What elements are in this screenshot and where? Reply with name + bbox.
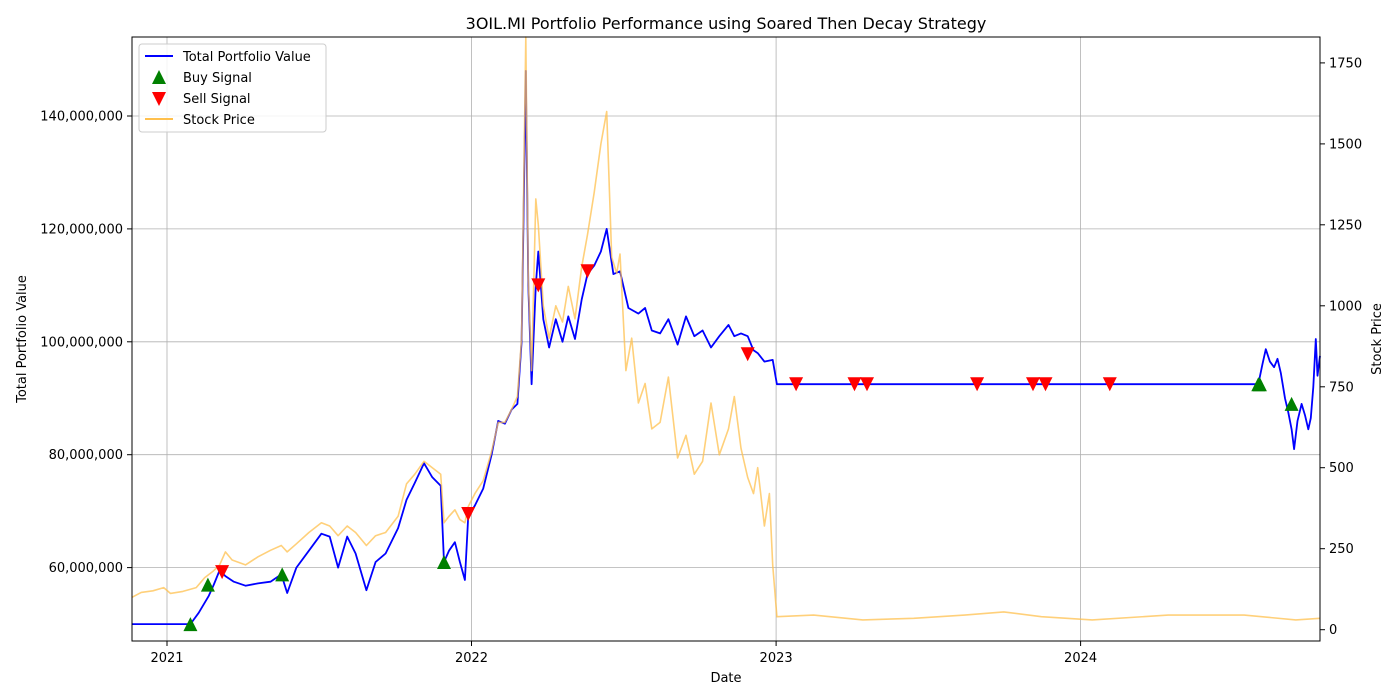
y-axis-right-title: Stock Price xyxy=(1370,303,1385,375)
legend: Total Portfolio Value Buy Signal Sell Si… xyxy=(138,43,327,133)
sell-signal-5 xyxy=(789,377,804,392)
sell-signal-2 xyxy=(531,278,546,293)
sell-signal-7 xyxy=(860,377,874,392)
y-axis-left-ticks: 60,000,000 80,000,000 100,000,000 120,000,0… xyxy=(40,110,132,576)
legend-swatch-buy xyxy=(152,70,166,84)
plot-frame xyxy=(131,36,1321,642)
series-layer xyxy=(131,36,1321,625)
y-right-tick-label-2: 500 xyxy=(1329,461,1354,476)
sell-signal-4 xyxy=(740,347,755,362)
legend-label-stock: Stock Price xyxy=(183,113,255,128)
legend-swatch-sell xyxy=(152,92,166,106)
series-line-portfolio xyxy=(132,70,1321,625)
grid xyxy=(132,37,1320,641)
sell-signal-0 xyxy=(215,565,230,580)
buy-signal-5 xyxy=(1252,377,1267,392)
x-tick-label-3: 2024 xyxy=(1064,651,1097,666)
x-axis-ticks: 2021 2022 2023 2024 xyxy=(150,641,1097,666)
sell-signal-9 xyxy=(1026,377,1040,392)
sell-signal-8 xyxy=(970,377,985,392)
y-axis-left-title: Total Portfolio Value xyxy=(15,275,30,404)
y-left-tick-label-3: 120,000,000 xyxy=(40,222,123,237)
y-left-tick-label-2: 100,000,000 xyxy=(40,335,123,350)
y-axis-right-ticks: 0 250 500 750 1000 1250 1500 1750 xyxy=(1320,56,1362,638)
sell-signal-11 xyxy=(1102,377,1117,392)
x-tick-label-0: 2021 xyxy=(150,651,183,666)
series-line-stock-price xyxy=(131,36,1321,621)
x-tick-label-1: 2022 xyxy=(455,651,488,666)
buy-signal-0 xyxy=(183,617,198,632)
x-axis-title: Date xyxy=(710,671,741,686)
sell-signal-1 xyxy=(461,507,476,521)
legend-label-buy: Buy Signal xyxy=(183,71,252,86)
y-right-tick-label-7: 1750 xyxy=(1329,56,1362,71)
buy-signal-2 xyxy=(275,567,290,582)
legend-label-sell: Sell Signal xyxy=(183,92,251,107)
sell-signal-3 xyxy=(580,264,595,279)
buy-signal-6 xyxy=(1284,396,1299,411)
x-tick-label-2: 2023 xyxy=(760,651,793,666)
buy-signal-3 xyxy=(437,555,451,569)
y-left-tick-label-1: 80,000,000 xyxy=(49,448,123,463)
legend-label-portfolio: Total Portfolio Value xyxy=(182,50,311,65)
y-left-tick-label-4: 140,000,000 xyxy=(40,110,123,125)
legend-box xyxy=(138,43,327,133)
sell-signal-10 xyxy=(1038,377,1053,392)
chart-title: 3OIL.MI Portfolio Performance using Soar… xyxy=(466,14,987,33)
y-right-tick-label-3: 750 xyxy=(1329,380,1354,395)
y-left-tick-label-0: 60,000,000 xyxy=(49,561,123,576)
y-right-tick-label-6: 1500 xyxy=(1329,137,1362,152)
y-right-tick-label-4: 1000 xyxy=(1329,299,1362,314)
y-right-tick-label-1: 250 xyxy=(1329,542,1354,557)
sell-signal-6 xyxy=(847,377,862,392)
signal-markers xyxy=(183,264,1299,632)
y-right-tick-label-5: 1250 xyxy=(1329,218,1362,233)
y-right-tick-label-0: 0 xyxy=(1329,623,1337,638)
buy-signal-1 xyxy=(200,577,215,592)
